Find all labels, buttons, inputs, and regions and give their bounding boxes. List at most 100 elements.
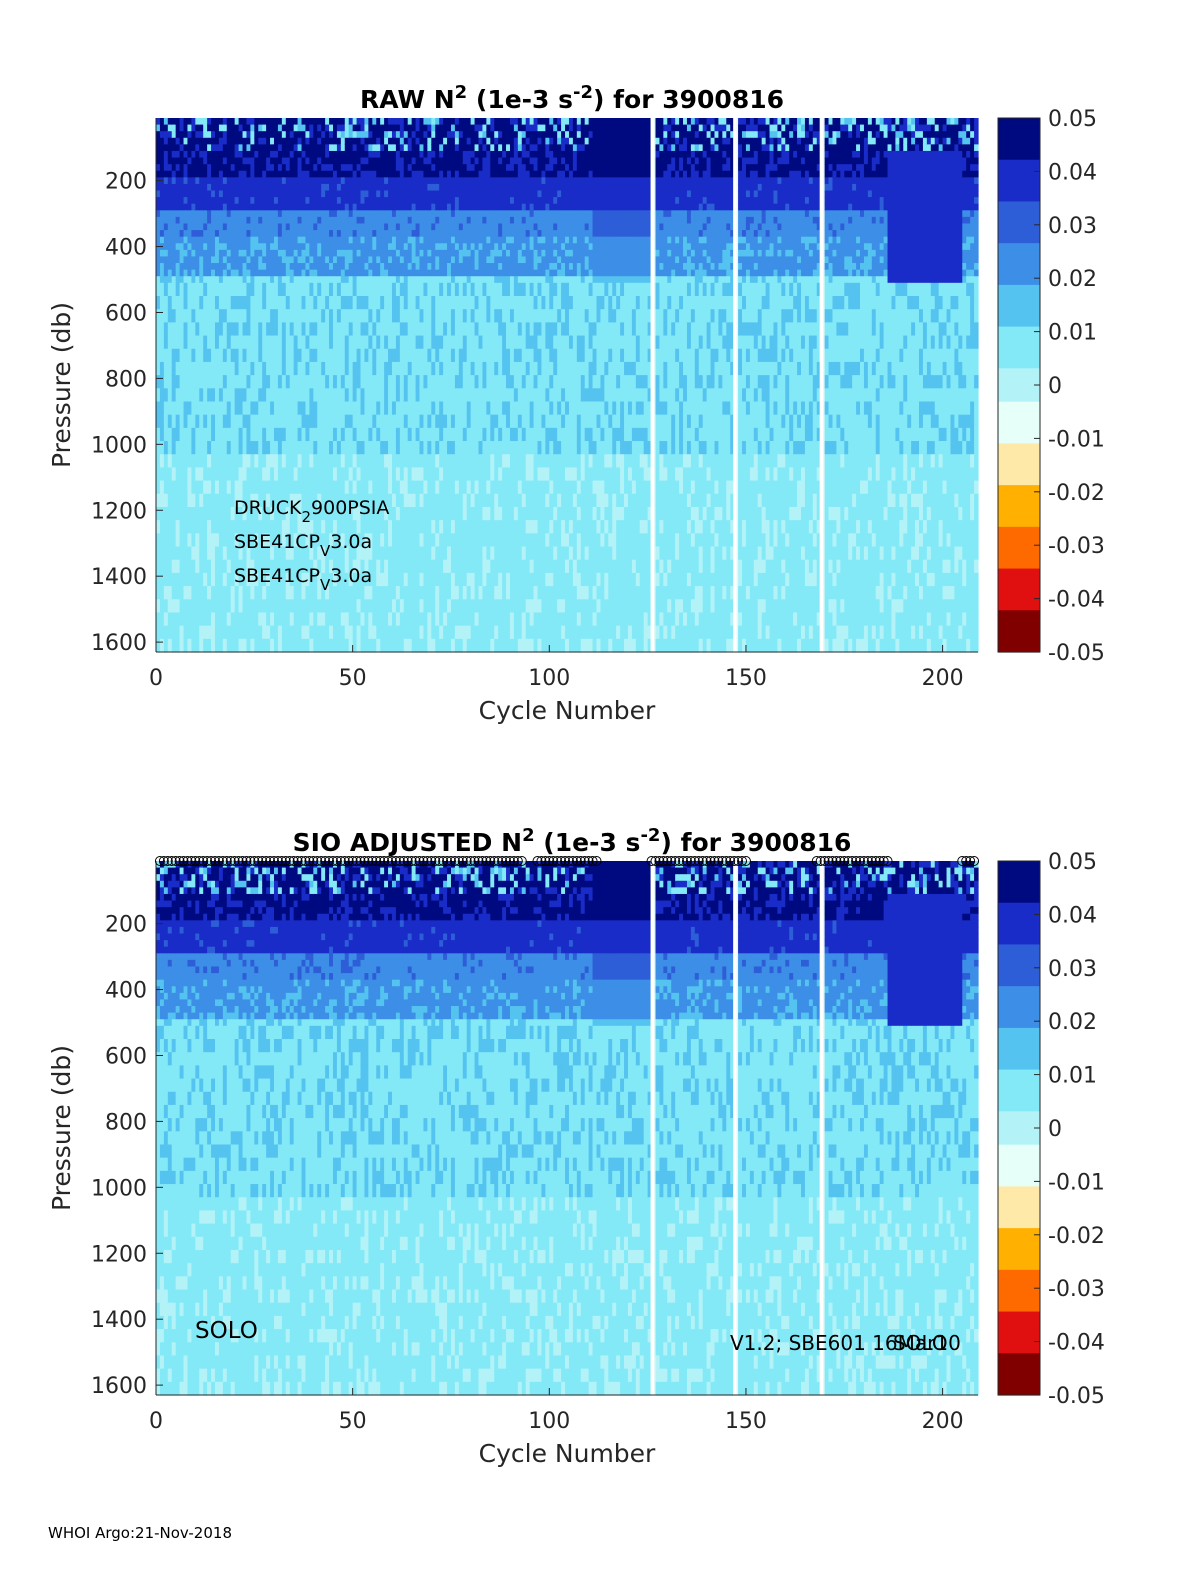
heatmap-cell bbox=[458, 361, 464, 376]
heatmap-cell bbox=[230, 520, 236, 534]
heatmap-cell bbox=[199, 625, 204, 640]
heatmap-cell bbox=[431, 118, 436, 126]
heatmap-cell bbox=[199, 230, 204, 238]
heatmap-cell bbox=[513, 256, 519, 264]
heatmap-cell bbox=[399, 150, 405, 159]
heatmap-cell bbox=[344, 625, 350, 640]
heatmap-cell bbox=[179, 118, 185, 126]
heatmap-cell bbox=[218, 599, 224, 614]
heatmap-cell bbox=[498, 131, 503, 139]
heatmap-cell bbox=[250, 427, 255, 442]
heatmap-cell bbox=[191, 216, 196, 225]
heatmap-cell bbox=[513, 401, 519, 416]
heatmap-cell bbox=[486, 335, 491, 350]
heatmap-cell bbox=[329, 296, 334, 310]
heatmap-cell bbox=[352, 236, 358, 244]
heatmap-cell bbox=[332, 269, 338, 277]
heatmap-cell bbox=[273, 427, 279, 442]
heatmap-cell bbox=[234, 546, 240, 561]
heatmap-cell bbox=[270, 216, 275, 225]
heatmap-cell bbox=[384, 177, 389, 185]
heatmap-cell bbox=[517, 124, 523, 132]
heatmap-cell bbox=[513, 348, 519, 363]
heatmap-cell bbox=[289, 454, 295, 469]
heatmap-cell bbox=[242, 388, 248, 403]
heatmap-cell bbox=[478, 144, 484, 152]
heatmap-cell bbox=[305, 559, 310, 574]
heatmap-cell bbox=[258, 572, 263, 587]
heatmap-cell bbox=[458, 137, 464, 145]
heatmap-cell bbox=[215, 467, 220, 482]
heatmap-cell bbox=[482, 249, 487, 258]
heatmap-cell bbox=[486, 467, 491, 482]
heatmap-cell bbox=[458, 454, 464, 469]
heatmap-cell bbox=[313, 296, 318, 310]
heatmap-cell bbox=[486, 480, 491, 495]
heatmap-cell bbox=[215, 203, 220, 211]
heatmap-cell bbox=[344, 520, 350, 534]
heatmap-cell bbox=[388, 414, 393, 429]
heatmap-cell bbox=[207, 586, 212, 600]
heatmap-cell bbox=[297, 427, 303, 442]
heatmap-cell bbox=[506, 144, 511, 152]
heatmap-cell bbox=[266, 256, 271, 264]
heatmap-cell bbox=[458, 197, 464, 205]
heatmap-cell bbox=[270, 210, 275, 218]
heatmap-cell bbox=[407, 177, 413, 185]
heatmap-cell bbox=[183, 375, 189, 389]
heatmap-cell bbox=[525, 157, 531, 165]
heatmap-cell bbox=[490, 137, 495, 145]
heatmap-cell bbox=[230, 144, 236, 152]
heatmap-cell bbox=[356, 454, 362, 469]
heatmap-cell bbox=[443, 124, 448, 132]
heatmap-cell bbox=[336, 546, 342, 561]
heatmap-cell bbox=[309, 441, 314, 455]
heatmap-cell bbox=[356, 170, 362, 178]
heatmap-cell bbox=[273, 243, 279, 251]
heatmap-cell bbox=[411, 375, 417, 389]
heatmap-cell bbox=[364, 612, 369, 627]
heatmap-cell bbox=[309, 454, 314, 469]
heatmap-cell bbox=[313, 263, 318, 271]
heatmap-cell bbox=[498, 414, 503, 429]
heatmap-cell bbox=[329, 203, 334, 211]
heatmap-cell bbox=[305, 638, 310, 653]
heatmap-cell bbox=[395, 414, 401, 429]
heatmap-cell bbox=[348, 144, 354, 152]
heatmap-cell bbox=[226, 190, 232, 198]
heatmap-cell bbox=[372, 164, 377, 172]
heatmap-cell bbox=[340, 414, 346, 429]
heatmap-cell bbox=[399, 309, 405, 323]
heatmap-cell bbox=[391, 203, 397, 211]
heatmap-cell bbox=[293, 296, 299, 310]
heatmap-cell bbox=[384, 533, 389, 548]
heatmap-cell bbox=[270, 401, 275, 416]
heatmap-cell bbox=[423, 216, 428, 225]
heatmap-cell bbox=[372, 625, 377, 640]
heatmap-cell bbox=[340, 546, 346, 561]
heatmap-cell bbox=[183, 124, 189, 132]
heatmap-cell bbox=[179, 150, 185, 159]
heatmap-cell bbox=[242, 506, 248, 521]
heatmap-cell bbox=[395, 177, 401, 185]
heatmap-cell bbox=[163, 256, 169, 264]
heatmap-cell bbox=[167, 454, 173, 469]
heatmap-cell bbox=[222, 467, 228, 482]
heatmap-cell bbox=[270, 335, 275, 350]
heatmap-cell bbox=[317, 506, 322, 521]
heatmap-cell bbox=[171, 223, 177, 231]
heatmap-cell bbox=[179, 131, 185, 139]
heatmap-cell bbox=[163, 612, 169, 627]
heatmap-cell bbox=[199, 276, 204, 284]
heatmap-cell bbox=[423, 150, 428, 159]
heatmap-cell bbox=[163, 599, 169, 614]
heatmap-cell bbox=[258, 520, 263, 534]
heatmap-cell bbox=[403, 467, 409, 482]
heatmap-cell bbox=[447, 203, 452, 211]
heatmap-cell bbox=[242, 348, 248, 363]
heatmap-cell bbox=[427, 177, 432, 185]
heatmap-cell bbox=[482, 638, 487, 653]
heatmap-cell bbox=[250, 170, 255, 178]
heatmap-cell bbox=[242, 454, 248, 469]
heatmap-cell bbox=[159, 203, 165, 211]
